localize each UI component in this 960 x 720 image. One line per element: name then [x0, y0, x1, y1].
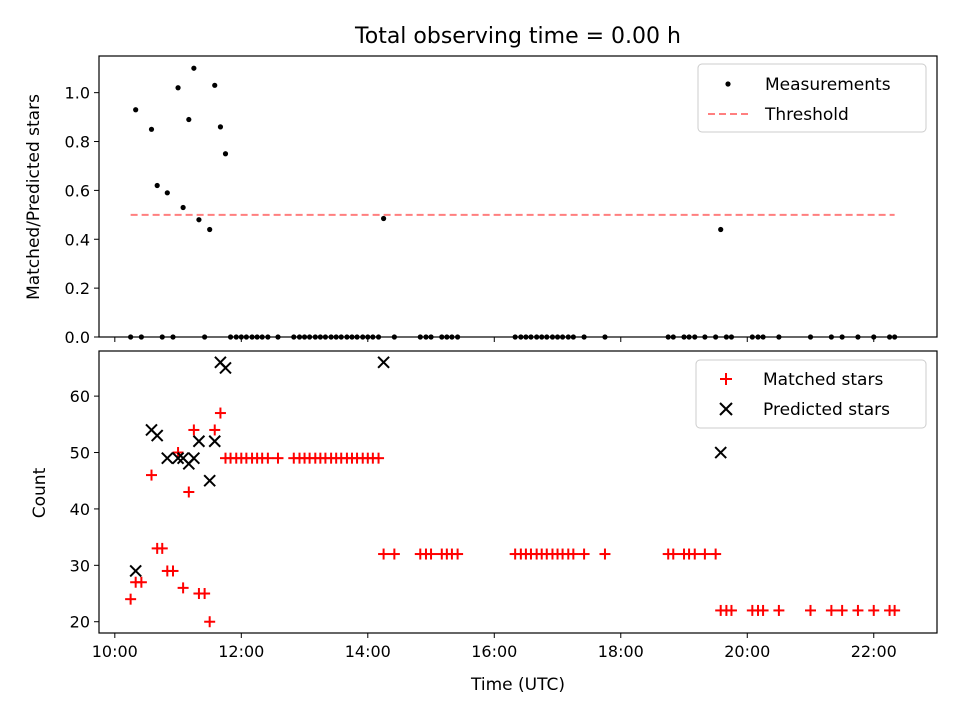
- ratio-panel: 0.0 0.2 0.4 0.6 0.8 1.0 Matched/Predicted sta…: [24, 55, 938, 347]
- count-legend-box: [695, 359, 927, 429]
- count-panel: 20 30 40 50 60 10:00 12:00 14:00 16:00 18:00 20:00…: [30, 350, 938, 695]
- chart-title: Total observing time = 0.00 h: [354, 24, 681, 49]
- matched-stars-point: [272, 452, 284, 464]
- measurement-point: [212, 82, 218, 88]
- predicted-stars-point: [161, 451, 174, 465]
- matched-stars-point: [199, 588, 211, 600]
- ratio-y-tick-label: 1.0: [65, 84, 90, 103]
- matched-stars-point: [667, 548, 679, 560]
- matched-stars-point: [204, 616, 216, 628]
- matched-stars-point: [578, 548, 590, 560]
- count-x-tick-label: 22:00: [851, 642, 897, 661]
- legend-threshold-label: Threshold: [764, 105, 849, 125]
- legend-predicted-label: Predicted stars: [763, 400, 890, 420]
- matched-stars-point: [710, 548, 722, 560]
- count-x-tick-label: 20:00: [724, 642, 770, 661]
- measurement-point: [180, 204, 186, 211]
- measurement-point: [175, 85, 181, 91]
- measurement-point: [222, 151, 229, 157]
- count-y-tick-label: 30: [70, 556, 90, 575]
- predicted-stars-point: [129, 564, 142, 578]
- matched-stars-point: [167, 565, 179, 577]
- measurement-point: [164, 190, 170, 196]
- matched-stars-point: [825, 604, 837, 616]
- matched-stars-point: [836, 604, 848, 616]
- ratio-y-tick-label: 0.2: [65, 279, 90, 298]
- measurement-point: [217, 124, 224, 130]
- matched-stars-point: [852, 604, 864, 616]
- matched-stars-point: [805, 604, 817, 616]
- x-axis-label: Time (UTC): [470, 675, 565, 695]
- ratio-y-tick-label: 0.4: [65, 230, 90, 249]
- matched-stars-point: [262, 452, 274, 464]
- matched-stars-point: [599, 548, 611, 560]
- matched-stars-point: [889, 604, 901, 616]
- measurement-point: [148, 126, 155, 132]
- measurement-point: [133, 107, 139, 113]
- measurement-point: [196, 217, 202, 223]
- matched-stars-point: [125, 593, 137, 605]
- measurement-point: [207, 226, 213, 233]
- matched-stars-point: [868, 604, 880, 616]
- legend-matched-label: Matched stars: [763, 370, 883, 390]
- matched-stars-point: [156, 542, 168, 554]
- predicted-stars-point: [192, 435, 206, 448]
- count-y-tick-label: 40: [70, 500, 90, 519]
- count-y-tick-label: 20: [70, 613, 90, 632]
- legend-matched-marker: [720, 373, 732, 385]
- count-y-tick-label: 60: [70, 387, 90, 406]
- predicted-stars-point: [714, 446, 727, 459]
- measurement-point: [191, 65, 197, 71]
- predicted-stars-point: [219, 361, 232, 375]
- matched-stars-point: [689, 548, 701, 560]
- matched-stars-point: [567, 548, 579, 560]
- matched-stars-point: [378, 548, 390, 560]
- predicted-stars-point: [377, 356, 390, 369]
- measurement-point: [154, 182, 160, 189]
- matched-stars-point: [135, 576, 147, 588]
- matched-stars-point: [373, 452, 385, 464]
- count-x-tick-label: 12:00: [218, 642, 264, 661]
- matched-stars-point: [773, 604, 785, 616]
- legend-measurements-marker: [725, 81, 731, 87]
- legend-measurements-label: Measurements: [765, 75, 891, 95]
- ratio-panel-frame: [98, 55, 938, 338]
- matched-stars-point: [425, 548, 437, 560]
- matched-stars-point: [214, 407, 226, 419]
- measurement-point: [186, 116, 192, 123]
- predicted-stars-point: [187, 451, 201, 465]
- count-x-tick-label: 16:00: [471, 642, 517, 661]
- predicted-stars-point: [208, 435, 221, 448]
- measurement-point: [718, 226, 724, 233]
- matched-stars-point: [177, 582, 189, 594]
- matched-stars-point: [699, 548, 711, 560]
- ratio-y-axis-label: Matched/Predicted stars: [24, 94, 44, 300]
- matched-stars-point: [452, 548, 464, 560]
- legend-predicted-marker: [719, 402, 733, 416]
- count-x-tick-label: 14:00: [345, 642, 391, 661]
- predicted-stars-point: [150, 429, 164, 442]
- ratio-legend-box: [697, 63, 927, 133]
- ratio-y-tick-label: 0.6: [65, 181, 90, 200]
- matched-stars-point: [188, 424, 200, 436]
- matched-stars-point: [725, 604, 737, 616]
- count-legend: Matched stars Predicted stars: [695, 359, 927, 429]
- matched-stars-point: [209, 424, 221, 436]
- count-x-tick-label: 18:00: [598, 642, 644, 661]
- measurement-point: [381, 215, 387, 222]
- predicted-stars-point: [171, 451, 185, 465]
- matched-stars-point: [183, 486, 195, 498]
- count-y-axis-label: Count: [30, 467, 50, 518]
- ratio-y-tick-label: 0.0: [65, 328, 90, 347]
- matched-stars-point: [757, 604, 769, 616]
- ratio-legend: Measurements Threshold: [697, 63, 927, 133]
- predicted-stars-point: [203, 474, 216, 487]
- matched-stars-point: [145, 469, 157, 481]
- ratio-y-tick-label: 0.8: [65, 133, 90, 152]
- count-x-tick-label: 10:00: [92, 642, 138, 661]
- matched-stars-point: [388, 548, 400, 560]
- count-y-tick-label: 50: [70, 444, 90, 463]
- count-panel-frame: [98, 350, 938, 634]
